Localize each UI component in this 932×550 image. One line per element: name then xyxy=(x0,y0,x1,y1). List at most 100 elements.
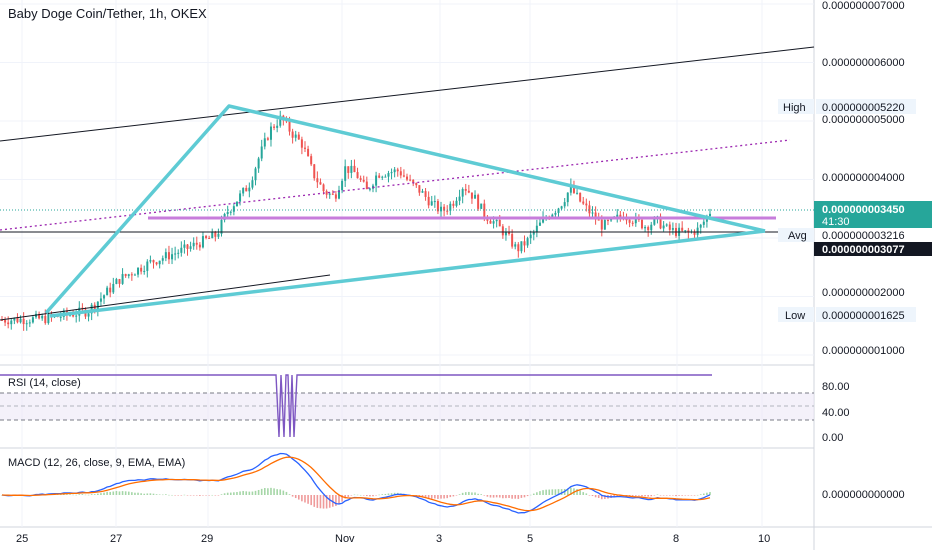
time-tick: 8 xyxy=(673,533,679,545)
candle-body xyxy=(508,232,511,235)
candle-body xyxy=(412,179,415,183)
avg-label: Avg xyxy=(788,230,807,242)
candle-countdown: 41:30 xyxy=(822,216,850,228)
macd-histogram-bar xyxy=(440,495,442,499)
candle-body xyxy=(461,188,464,197)
candle-body xyxy=(511,234,514,247)
macd-histogram-bar xyxy=(514,495,517,499)
price-tick: 0.000000001000 xyxy=(822,345,905,357)
macd-histogram-bar xyxy=(427,495,430,499)
low-value-box xyxy=(816,307,916,322)
candle-body xyxy=(341,180,344,191)
candle-body xyxy=(582,201,585,204)
candle-body xyxy=(214,232,217,237)
candle-body xyxy=(517,244,520,252)
candle-body xyxy=(263,138,266,147)
upper-channel-line[interactable] xyxy=(0,46,815,142)
macd-histogram-bar xyxy=(665,495,668,496)
candle-body xyxy=(189,246,192,249)
candle-body xyxy=(288,120,291,132)
candle-body xyxy=(350,165,353,173)
macd-histogram-bar xyxy=(511,495,513,499)
macd-histogram-bar xyxy=(121,491,124,495)
macd-histogram-bar xyxy=(576,489,578,495)
macd-histogram-bar xyxy=(192,495,195,496)
macd-histogram-bar xyxy=(223,493,226,495)
low-label: Low xyxy=(785,310,805,322)
macd-histogram-bar xyxy=(480,494,483,495)
macd-histogram-bar xyxy=(693,495,696,496)
macd-histogram-bar xyxy=(328,495,331,508)
candle-body xyxy=(316,178,319,183)
macd-histogram-bar xyxy=(152,493,155,495)
candle-body xyxy=(455,200,458,206)
macd-histogram-bar xyxy=(211,494,214,496)
macd-histogram-bar xyxy=(554,489,557,495)
macd-histogram-bar xyxy=(597,495,600,499)
rsi-line[interactable] xyxy=(0,374,712,438)
macd-histogram-bar xyxy=(566,488,569,495)
high-value-box xyxy=(816,99,916,114)
candle-body xyxy=(430,201,433,206)
candle-body xyxy=(291,131,294,138)
macd-histogram-bar xyxy=(66,494,68,495)
macd-histogram-bar xyxy=(669,495,671,496)
candle-body xyxy=(205,236,208,238)
macd-histogram-bar xyxy=(84,494,87,496)
high-value: 0.000000005220 xyxy=(822,102,905,114)
triangle-upper-trend[interactable] xyxy=(44,104,766,315)
candle-body xyxy=(356,172,359,179)
macd-histogram-bar xyxy=(282,490,285,495)
candle-body xyxy=(523,241,526,246)
macd-histogram-bar xyxy=(650,495,653,497)
candle-body xyxy=(492,221,495,224)
candle-body xyxy=(257,158,260,169)
time-tick: Nov xyxy=(335,533,355,545)
macd-histogram-bar xyxy=(641,495,643,497)
candle-body xyxy=(619,214,622,217)
candle-body xyxy=(127,274,130,276)
candle-body xyxy=(424,191,427,197)
macd-histogram-bar xyxy=(276,489,278,495)
macd-histogram-bar xyxy=(585,493,588,495)
candle-body xyxy=(535,225,538,232)
price-pane[interactable] xyxy=(0,0,814,365)
triangle-lower-trend[interactable] xyxy=(49,229,766,318)
candle-body xyxy=(28,322,31,324)
candle-body xyxy=(480,203,483,209)
candle-body xyxy=(446,210,449,212)
macd-histogram-bar xyxy=(634,495,637,496)
candle-body xyxy=(579,192,582,202)
macd-histogram-bar xyxy=(81,494,84,495)
macd-histogram-bar xyxy=(644,495,646,497)
macd-tick: 0.000000000000 xyxy=(822,489,905,501)
candle-body xyxy=(347,166,350,173)
candle-body xyxy=(563,202,566,207)
lower-channel-line[interactable] xyxy=(0,274,331,321)
candle-body xyxy=(235,201,238,207)
candle-body xyxy=(489,220,492,224)
candle-body xyxy=(118,279,121,284)
macd-histogram-bar xyxy=(372,495,374,497)
macd-histogram-bar xyxy=(560,489,563,495)
macd-histogram-bar xyxy=(591,495,594,497)
candle-body xyxy=(303,147,306,149)
signal-line[interactable] xyxy=(1,456,711,512)
candle-body xyxy=(319,182,322,185)
candle-body xyxy=(365,181,368,190)
macd-histogram-bar xyxy=(195,495,198,496)
candle-body xyxy=(7,322,10,325)
candle-body xyxy=(72,314,75,317)
macd-histogram-bar xyxy=(165,494,167,495)
candle-body xyxy=(514,244,517,247)
macd-histogram-bar xyxy=(97,493,99,495)
candle-body xyxy=(167,252,170,260)
candle-body xyxy=(359,178,362,180)
macd-histogram-bar xyxy=(455,495,458,496)
macd-histogram-bar xyxy=(263,488,266,495)
candle-body xyxy=(406,176,409,180)
high-label-box xyxy=(778,99,814,114)
macd-histogram-bar xyxy=(115,491,118,495)
macd-histogram-bar xyxy=(570,487,572,495)
